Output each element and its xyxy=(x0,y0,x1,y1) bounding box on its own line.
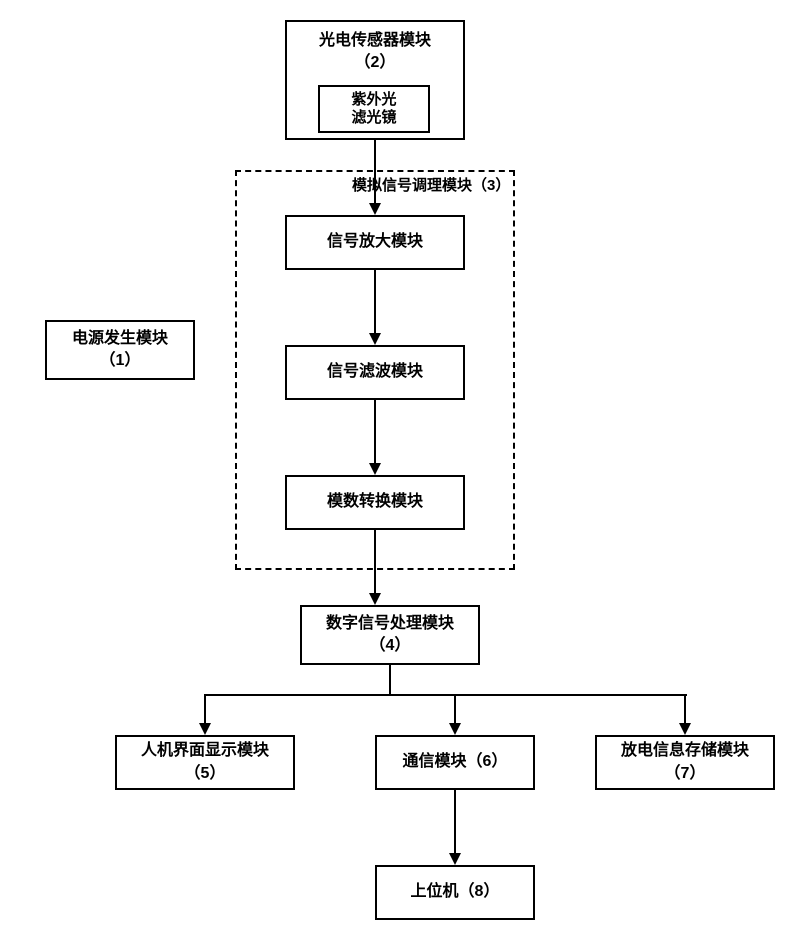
amp-text: 信号放大模块 xyxy=(327,231,423,253)
node-signal-amplifier: 信号放大模块 xyxy=(285,215,465,270)
arrowhead-branch-hmi xyxy=(199,723,211,735)
node-uv-filter: 紫外光 滤光镜 xyxy=(318,85,430,133)
node-dsp-module: 数字信号处理模块 （4） xyxy=(300,605,480,665)
arrowhead-sensor-to-amp xyxy=(369,203,381,215)
branch-drop-hmi xyxy=(204,694,206,723)
node-hmi-display: 人机界面显示模块 （5） xyxy=(115,735,295,790)
uv-filter-line1: 紫外光 xyxy=(351,91,396,109)
node-host-computer: 上位机（8） xyxy=(375,865,535,920)
arrow-amp-to-filter xyxy=(374,270,376,333)
node-sensor-id: （2） xyxy=(355,52,396,74)
node-sensor-title: 光电传感器模块 xyxy=(319,30,431,52)
arrowhead-adc-to-dsp xyxy=(369,593,381,605)
arrow-sensor-to-amp xyxy=(374,140,376,203)
arrow-comm-to-host xyxy=(454,790,456,853)
storage-line1: 放电信息存储模块 xyxy=(621,740,749,762)
storage-line2: （7） xyxy=(665,763,706,785)
branch-drop-comm xyxy=(454,694,456,723)
node-comm-module: 通信模块（6） xyxy=(375,735,535,790)
power-line2: （1） xyxy=(100,350,141,372)
dsp-line1: 数字信号处理模块 xyxy=(326,613,454,635)
arrowhead-filter-to-adc xyxy=(369,463,381,475)
filt-text: 信号滤波模块 xyxy=(327,361,423,383)
arrow-adc-to-dsp xyxy=(374,530,376,593)
uv-filter-line2: 滤光镜 xyxy=(351,109,396,127)
node-adc: 模数转换模块 xyxy=(285,475,465,530)
power-line1: 电源发生模块 xyxy=(72,328,168,350)
host-text: 上位机（8） xyxy=(411,881,500,903)
node-storage-module: 放电信息存储模块 （7） xyxy=(595,735,775,790)
dsp-line2: （4） xyxy=(370,635,411,657)
comm-text: 通信模块（6） xyxy=(403,751,508,773)
arrow-filter-to-adc xyxy=(374,400,376,463)
hmi-line1: 人机界面显示模块 xyxy=(141,740,269,762)
arrowhead-amp-to-filter xyxy=(369,333,381,345)
hmi-line2: （5） xyxy=(185,763,226,785)
adc-text: 模数转换模块 xyxy=(327,491,423,513)
arrowhead-branch-storage xyxy=(679,723,691,735)
branch-stem xyxy=(389,665,391,695)
node-power-module: 电源发生模块 （1） xyxy=(45,320,195,380)
arrowhead-comm-to-host xyxy=(449,853,461,865)
branch-hline xyxy=(205,694,687,696)
arrowhead-branch-comm xyxy=(449,723,461,735)
branch-drop-storage xyxy=(684,694,686,723)
node-signal-filter: 信号滤波模块 xyxy=(285,345,465,400)
